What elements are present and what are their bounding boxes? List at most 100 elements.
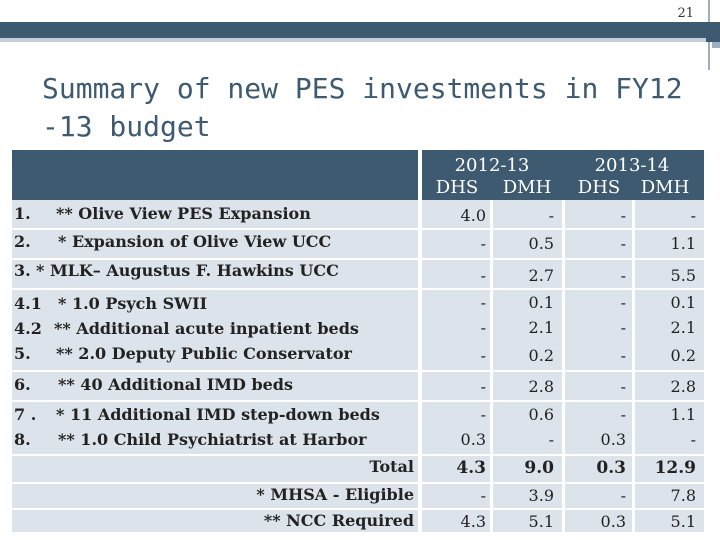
table-cell: -	[620, 405, 626, 424]
col-header-dhs-2013: DHS	[577, 177, 621, 198]
item-label: ** 40 Additional IMD beds	[58, 375, 293, 394]
table-cell: 2.1	[528, 318, 554, 337]
ncc-cell: 5.1	[528, 512, 554, 531]
header-bar	[0, 22, 706, 38]
table-cell: -	[480, 318, 486, 337]
item-number: 2.	[14, 232, 31, 251]
ncc-cell: 0.3	[600, 512, 626, 531]
table-cell: -	[690, 206, 696, 225]
item-2: 2. * Expansion of Olive View UCC	[14, 232, 331, 251]
table-cell: 2.8	[670, 377, 696, 396]
table-cell: -	[480, 405, 486, 424]
item-number: 3.	[14, 261, 31, 280]
item-3: 3. * MLK– Augustus F. Hawkins UCC	[14, 261, 339, 280]
table-cell: 0.1	[670, 293, 696, 312]
table-cell: 0.2	[528, 346, 554, 365]
row-divider	[12, 482, 704, 484]
item-4-1: 4.1 * 1.0 Psych SWII	[14, 294, 207, 313]
slide-number: 21	[677, 6, 694, 21]
table-cell: -	[620, 346, 626, 365]
column-divider	[632, 200, 635, 532]
item-number: 4.2	[14, 319, 42, 338]
item-8: 8. ** 1.0 Child Psychiatrist at Harbor	[14, 430, 367, 449]
table-cell: 0.3	[600, 430, 626, 449]
table-header-left	[12, 150, 418, 200]
total-cell: 4.3	[456, 458, 486, 478]
table-cell: -	[480, 234, 486, 253]
table-cell: -	[480, 266, 486, 285]
table-cell: 2.1	[670, 318, 696, 337]
total-label: Total	[369, 457, 414, 476]
header-corner-accent	[712, 42, 720, 48]
mhsa-cell: -	[620, 486, 626, 505]
mhsa-eligible-label: * MHSA - Eligible	[256, 485, 414, 504]
table-cell: 0.3	[460, 430, 486, 449]
header-bar-accent	[0, 38, 706, 42]
table-cell: 0.6	[528, 405, 554, 424]
table-cell: -	[620, 266, 626, 285]
table-cell: 0.1	[528, 293, 554, 312]
item-number: 5.	[14, 344, 31, 363]
table-header	[422, 150, 704, 200]
row-divider	[12, 508, 704, 510]
item-5: 5. ** 2.0 Deputy Public Conservator	[14, 344, 352, 363]
year-header-2012-13: 2012-13	[454, 155, 530, 176]
ncc-required-label: ** NCC Required	[263, 511, 414, 530]
table-cell: 2.7	[528, 266, 554, 285]
ncc-cell: 4.3	[460, 512, 486, 531]
total-cell: 0.3	[596, 458, 626, 478]
item-number: 1.	[14, 204, 31, 223]
header-bar-right	[706, 22, 720, 42]
item-number: 4.1	[14, 294, 42, 313]
item-label: * Expansion of Olive View UCC	[58, 232, 332, 251]
column-divider	[490, 200, 493, 532]
row-divider	[12, 228, 704, 230]
item-1: 1. ** Olive View PES Expansion	[14, 204, 311, 223]
table-cell: 1.1	[670, 234, 696, 253]
mhsa-cell: -	[480, 486, 486, 505]
item-number: 6.	[14, 375, 31, 394]
col-header-dmh-2012: DMH	[502, 177, 552, 198]
item-label: ** 2.0 Deputy Public Conservator	[56, 344, 352, 363]
table-cell: -	[548, 430, 554, 449]
item-label: * 11 Additional IMD step-down beds	[56, 405, 380, 424]
item-number: 7 .	[14, 405, 37, 424]
item-label: ** 1.0 Child Psychiatrist at Harbor	[58, 430, 367, 449]
year-header-2013-14: 2013-14	[594, 155, 670, 176]
total-cell: 9.0	[524, 458, 554, 478]
item-label: * MLK– Augustus F. Hawkins UCC	[36, 261, 339, 280]
table-cell: -	[480, 377, 486, 396]
table-cell: -	[620, 377, 626, 396]
table-cell: 0.2	[670, 346, 696, 365]
table-cell: -	[480, 346, 486, 365]
table-cell: -	[620, 234, 626, 253]
table-cell: 4.0	[460, 206, 486, 225]
item-4-2: 4.2 ** Additional acute inpatient beds	[14, 319, 359, 338]
row-divider	[12, 288, 704, 290]
column-divider	[562, 200, 565, 532]
item-label: ** Additional acute inpatient beds	[54, 319, 359, 338]
item-label: ** Olive View PES Expansion	[56, 204, 311, 223]
row-divider	[12, 370, 704, 372]
row-divider	[12, 454, 704, 456]
col-header-dhs-2012: DHS	[435, 177, 479, 198]
table-cell: -	[620, 293, 626, 312]
mhsa-cell: 3.9	[528, 486, 554, 505]
ncc-cell: 5.1	[670, 512, 696, 531]
table-cell: -	[480, 293, 486, 312]
table-cell: 2.8	[528, 377, 554, 396]
item-label: * 1.0 Psych SWII	[58, 294, 208, 313]
table-cell: -	[548, 206, 554, 225]
items-panel	[12, 200, 418, 532]
table-cell: 5.5	[670, 266, 696, 285]
table-cell: -	[620, 206, 626, 225]
total-cell: 12.9	[654, 458, 696, 478]
row-divider	[12, 258, 704, 260]
col-header-dmh-2013: DMH	[640, 177, 690, 198]
row-divider	[12, 400, 704, 402]
table-cell: 1.1	[670, 405, 696, 424]
item-number: 8.	[14, 430, 31, 449]
table-cell: -	[690, 430, 696, 449]
table-cell: 0.5	[528, 234, 554, 253]
slide-title: Summary of new PES investments in FY12 -…	[42, 72, 683, 143]
